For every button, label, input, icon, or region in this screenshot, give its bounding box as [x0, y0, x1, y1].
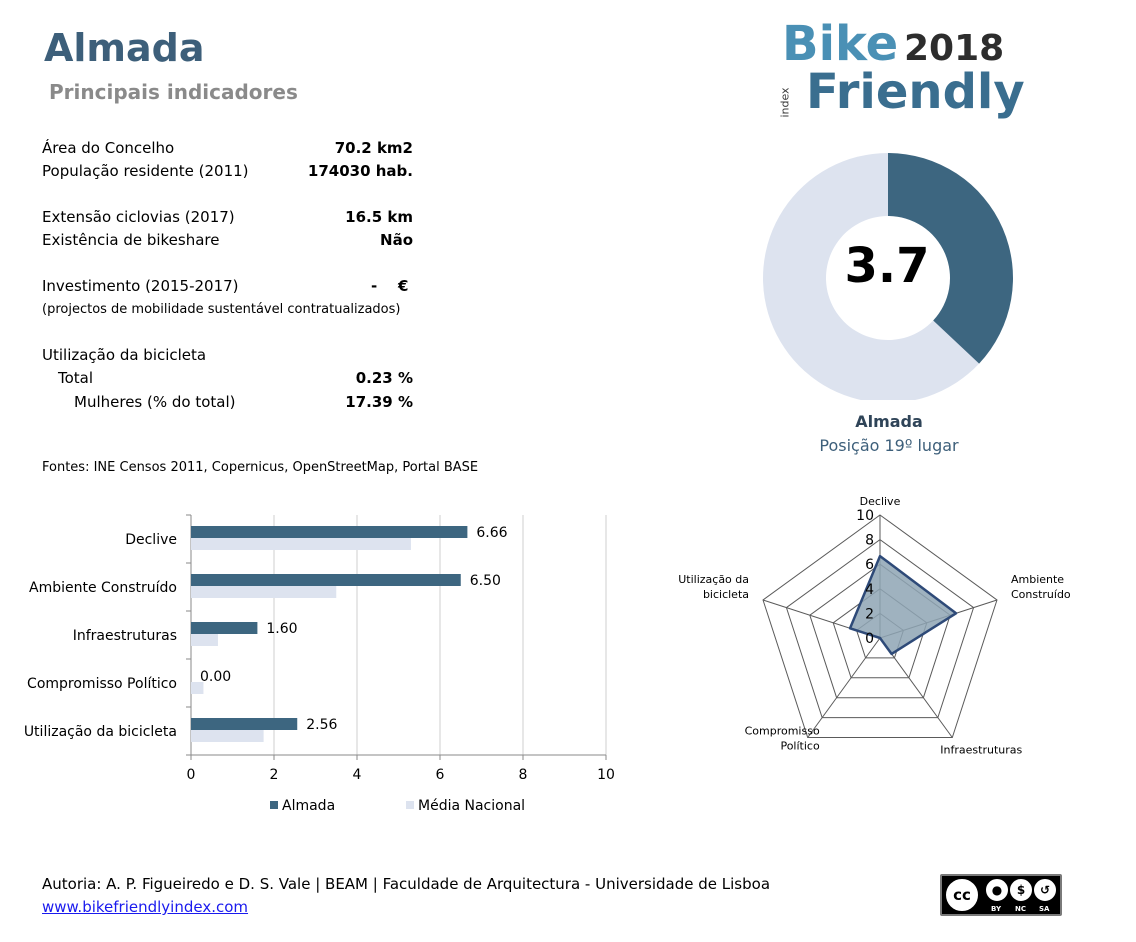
radar-tick-label: 6: [865, 557, 874, 573]
person-icon: ●: [986, 879, 1008, 901]
bar-almada: [191, 526, 468, 538]
radar-spoke: [807, 637, 881, 738]
usage-women-value: 17.39 %: [345, 393, 413, 411]
creative-commons-license-badge[interactable]: cc ● $ ↺ BY NC SA: [940, 874, 1062, 916]
bikeshare-value: Não: [380, 231, 413, 249]
by-label: BY: [991, 905, 1002, 913]
radar-ring: [785, 538, 975, 719]
donut-segment-score: [888, 153, 1013, 364]
logo-year: 2018: [904, 28, 1005, 69]
bike-friendly-logo: Bike 2018 index Friendly: [778, 16, 1025, 130]
x-tick-label: 2: [270, 767, 279, 783]
bar-almada: [191, 622, 258, 634]
bar-value-label: 6.66: [476, 525, 507, 541]
area-value: 70.2 km2: [334, 139, 413, 157]
page-title: Almada: [44, 26, 205, 70]
logo-word-friendly: Friendly: [806, 64, 1025, 120]
nc-label: NC: [1015, 905, 1026, 913]
radar-axis-label: Utilização da: [678, 573, 749, 586]
radar-ring: [762, 514, 998, 739]
bar-value-label: 0.00: [200, 669, 231, 685]
bar-almada: [191, 574, 461, 586]
usage-total-label: Total: [58, 369, 94, 387]
legend-swatch: [406, 801, 414, 809]
population-value: 174030 hab.: [307, 162, 413, 180]
radar-axis-label: bicicleta: [703, 588, 749, 601]
cycle-lanes-label: Extensão ciclovias (2017): [42, 208, 235, 226]
area-label: Área do Concelho: [42, 139, 175, 157]
radar-axis-label: Ambiente: [1011, 573, 1064, 586]
population-label: População residente (2011): [42, 162, 249, 180]
legend-swatch: [270, 801, 278, 809]
x-tick-label: 6: [436, 767, 445, 783]
bar-almada: [191, 718, 298, 730]
category-label: Ambiente Construído: [29, 580, 177, 596]
investment-value: -: [371, 277, 378, 295]
bar-media-nacional: [191, 586, 337, 598]
bar-media-nacional: [191, 730, 264, 742]
page-subtitle: Principais indicadores: [49, 80, 298, 104]
sources-note: Fontes: INE Censos 2011, Copernicus, Ope…: [42, 460, 479, 475]
radar-tick-label: 4: [865, 582, 874, 598]
no-money-icon: $: [1010, 879, 1032, 901]
donut-ranking-position: Posição 19º lugar: [819, 436, 959, 455]
radar-tick-label: 0: [865, 631, 874, 647]
bar-media-nacional: [191, 682, 204, 694]
bikeshare-label: Existência de bikeshare: [42, 231, 220, 249]
category-label: Compromisso Político: [27, 676, 177, 692]
bar-media-nacional: [191, 634, 218, 646]
radar-axis-label: Construído: [1011, 588, 1071, 601]
bar-media-nacional: [191, 538, 411, 550]
usage-label: Utilização da bicicleta: [42, 346, 207, 364]
radar-tick-label: 10: [856, 508, 874, 524]
bar-chart-bars: [191, 526, 468, 742]
radar-axis-label: Infraestruturas: [940, 744, 1022, 757]
donut-municipality-name: Almada: [855, 412, 923, 431]
bar-value-label: 2.56: [306, 717, 337, 733]
bar-chart-gridlines: [186, 514, 607, 760]
radar-axis-label: Político: [780, 740, 820, 753]
legend-label: Média Nacional: [418, 798, 525, 814]
bar-chart-legend: Almada Média Nacional: [270, 798, 525, 814]
investment-label: Investimento (2015-2017): [42, 277, 239, 295]
cycle-lanes-value: 16.5 km: [345, 208, 413, 226]
website-link[interactable]: www.bikefriendlyindex.com: [42, 898, 249, 916]
investment-currency: €: [398, 277, 409, 295]
score-donut-chart: [763, 153, 1013, 400]
x-tick-label: 8: [519, 767, 528, 783]
indicator-bar-chart: 0 2 4 6 8 10 6.66 Declive 6.50 Ambiente Construíd…: [24, 514, 615, 814]
footer-authors: Autoria: A. P. Figueiredo e D. S. Vale |…: [42, 875, 771, 893]
radar-series: [848, 554, 958, 656]
bar-chart-labels: 0 2 4 6 8 10 6.66 Declive 6.50 Ambiente Construíd…: [24, 525, 615, 783]
radar-axis-label: Declive: [860, 495, 901, 508]
radar-tick-label: 2: [865, 606, 874, 622]
bar-value-label: 6.50: [470, 573, 501, 589]
x-tick-label: 0: [187, 767, 196, 783]
category-label: Utilização da bicicleta: [24, 724, 177, 740]
radar-tick-label: 8: [865, 533, 874, 549]
share-alike-icon: ↺: [1034, 879, 1056, 901]
x-tick-label: 4: [353, 767, 362, 783]
radar-axis-label: Compromisso: [745, 725, 820, 738]
usage-women-label: Mulheres (% do total): [74, 393, 236, 411]
bar-value-label: 1.60: [266, 621, 297, 637]
donut-score-value: 3.7: [844, 238, 930, 294]
category-label: Infraestruturas: [73, 628, 177, 644]
cc-icon: cc: [946, 879, 978, 911]
radar-series-area: [848, 554, 958, 656]
sa-label: SA: [1039, 905, 1050, 913]
usage-total-value: 0.23 %: [355, 369, 413, 387]
logo-word-bike: Bike: [782, 16, 899, 72]
x-tick-label: 10: [597, 767, 615, 783]
donut-segment-rest: [763, 153, 980, 400]
logo-word-index: index: [778, 87, 792, 118]
legend-label: Almada: [282, 798, 335, 814]
investment-note: (projectos de mobilidade sustentável con…: [42, 302, 401, 317]
category-label: Declive: [125, 532, 177, 548]
